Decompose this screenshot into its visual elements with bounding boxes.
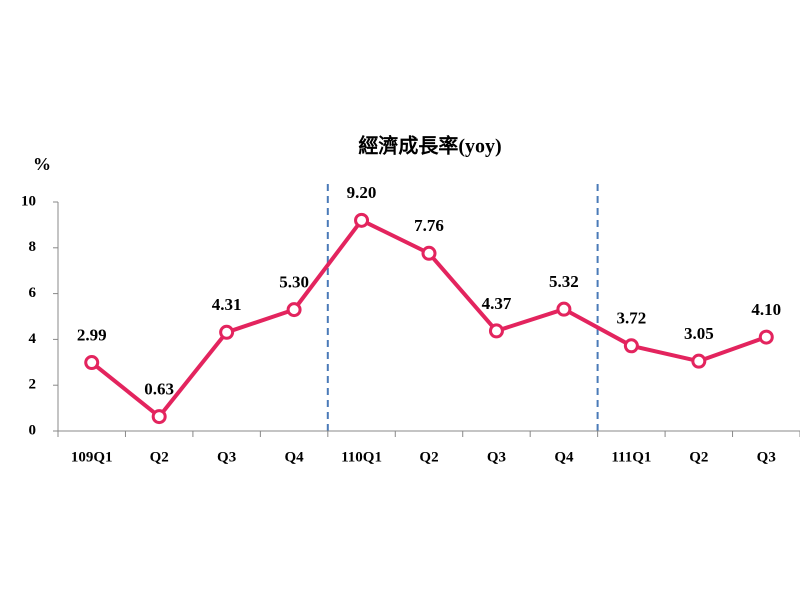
data-label: 0.63 xyxy=(144,379,174,398)
data-point xyxy=(286,302,302,318)
data-label: 4.31 xyxy=(212,295,242,314)
data-point xyxy=(151,409,167,425)
x-tick-label: Q2 xyxy=(419,449,438,465)
y-tick-label: 4 xyxy=(29,331,37,347)
x-tick-label: Q2 xyxy=(150,449,169,465)
y-tick-label: 10 xyxy=(21,193,36,209)
x-tick-label: Q3 xyxy=(217,449,236,465)
data-label: 5.30 xyxy=(279,273,309,292)
x-tick-label: 109Q1 xyxy=(71,449,113,465)
chart-title: 經濟成長率(yoy) xyxy=(358,134,501,158)
x-tick-label: Q3 xyxy=(487,449,506,465)
x-tick-label: 111Q1 xyxy=(611,449,651,465)
y-axis-label: % xyxy=(33,154,51,174)
data-point xyxy=(758,329,774,345)
data-label: 4.10 xyxy=(751,300,781,319)
data-point xyxy=(556,301,572,317)
x-tick-label: Q4 xyxy=(554,449,574,465)
data-label: 9.20 xyxy=(347,183,377,202)
data-label: 2.99 xyxy=(77,325,107,344)
data-point xyxy=(354,212,370,228)
data-point xyxy=(488,323,504,339)
x-tick-label: Q4 xyxy=(285,449,305,465)
data-point xyxy=(219,324,235,340)
data-label: 7.76 xyxy=(414,216,444,235)
x-tick-label: 110Q1 xyxy=(341,449,382,465)
y-tick-label: 2 xyxy=(29,377,37,393)
x-tick-label: Q2 xyxy=(689,449,708,465)
data-point xyxy=(691,353,707,369)
y-tick-label: 6 xyxy=(29,285,37,301)
x-tick-label: Q3 xyxy=(757,449,776,465)
data-point xyxy=(421,245,437,261)
data-label: 3.05 xyxy=(684,324,714,343)
y-tick-label: 8 xyxy=(29,239,37,255)
y-tick-label: 0 xyxy=(29,422,37,438)
data-point xyxy=(84,355,100,371)
data-label: 3.72 xyxy=(616,309,646,328)
data-label: 5.32 xyxy=(549,272,579,291)
data-point xyxy=(623,338,639,354)
data-label: 4.37 xyxy=(482,294,512,313)
